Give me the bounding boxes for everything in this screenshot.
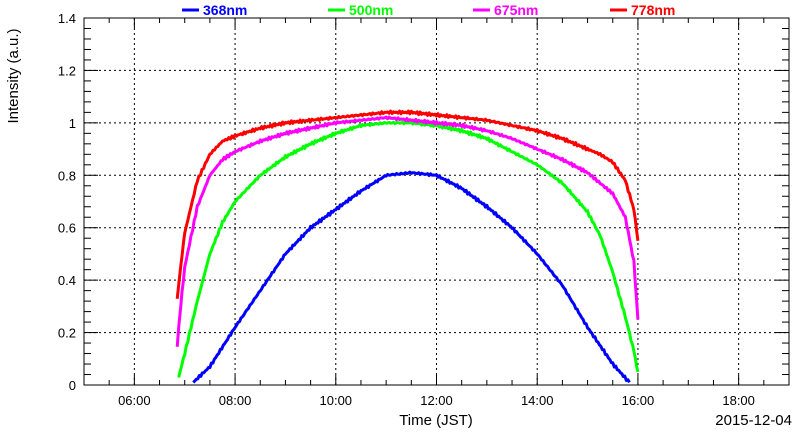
- y-axis-title: Intensity (a.u.): [5, 28, 22, 123]
- x-tick-label: 06:00: [118, 393, 151, 408]
- x-axis-title: Time (JST): [399, 412, 473, 429]
- legend-label: 778nm: [631, 2, 675, 18]
- legend: 368nm 500nm 675nm 778nm: [182, 2, 675, 18]
- series-layer: [175, 109, 640, 384]
- tick-labels: 06:00 08:00 10:00 12:00 14:00 16:00 18:00 0 0.2 0…: [58, 11, 755, 408]
- legend-label: 500nm: [349, 2, 393, 18]
- x-tick-label: 08:00: [219, 393, 252, 408]
- y-tick-label: 0.6: [58, 221, 76, 236]
- y-tick-label: 1.2: [58, 63, 76, 78]
- y-tick-label: 0.4: [58, 273, 76, 288]
- axis-ticks: [83, 17, 790, 386]
- legend-label: 675nm: [494, 2, 538, 18]
- series-line-675nm: [175, 115, 640, 347]
- x-tick-label: 12:00: [420, 393, 453, 408]
- grid: [84, 18, 789, 385]
- x-tick-label: 10:00: [320, 393, 353, 408]
- series-line-778nm: [175, 109, 640, 299]
- series-line-500nm: [177, 120, 640, 378]
- x-tick-label: 14:00: [521, 393, 554, 408]
- date-label: 2015-12-04: [715, 412, 792, 429]
- y-tick-label: 0.8: [58, 168, 76, 183]
- y-tick-label: 0.2: [58, 326, 76, 341]
- y-tick-label: 1.4: [58, 11, 76, 26]
- y-tick-label: 1: [69, 116, 76, 131]
- x-tick-label: 18:00: [722, 393, 755, 408]
- series-line-368nm: [192, 170, 631, 384]
- legend-label: 368nm: [203, 2, 247, 18]
- x-tick-label: 16:00: [622, 393, 655, 408]
- y-tick-label: 0: [69, 378, 76, 393]
